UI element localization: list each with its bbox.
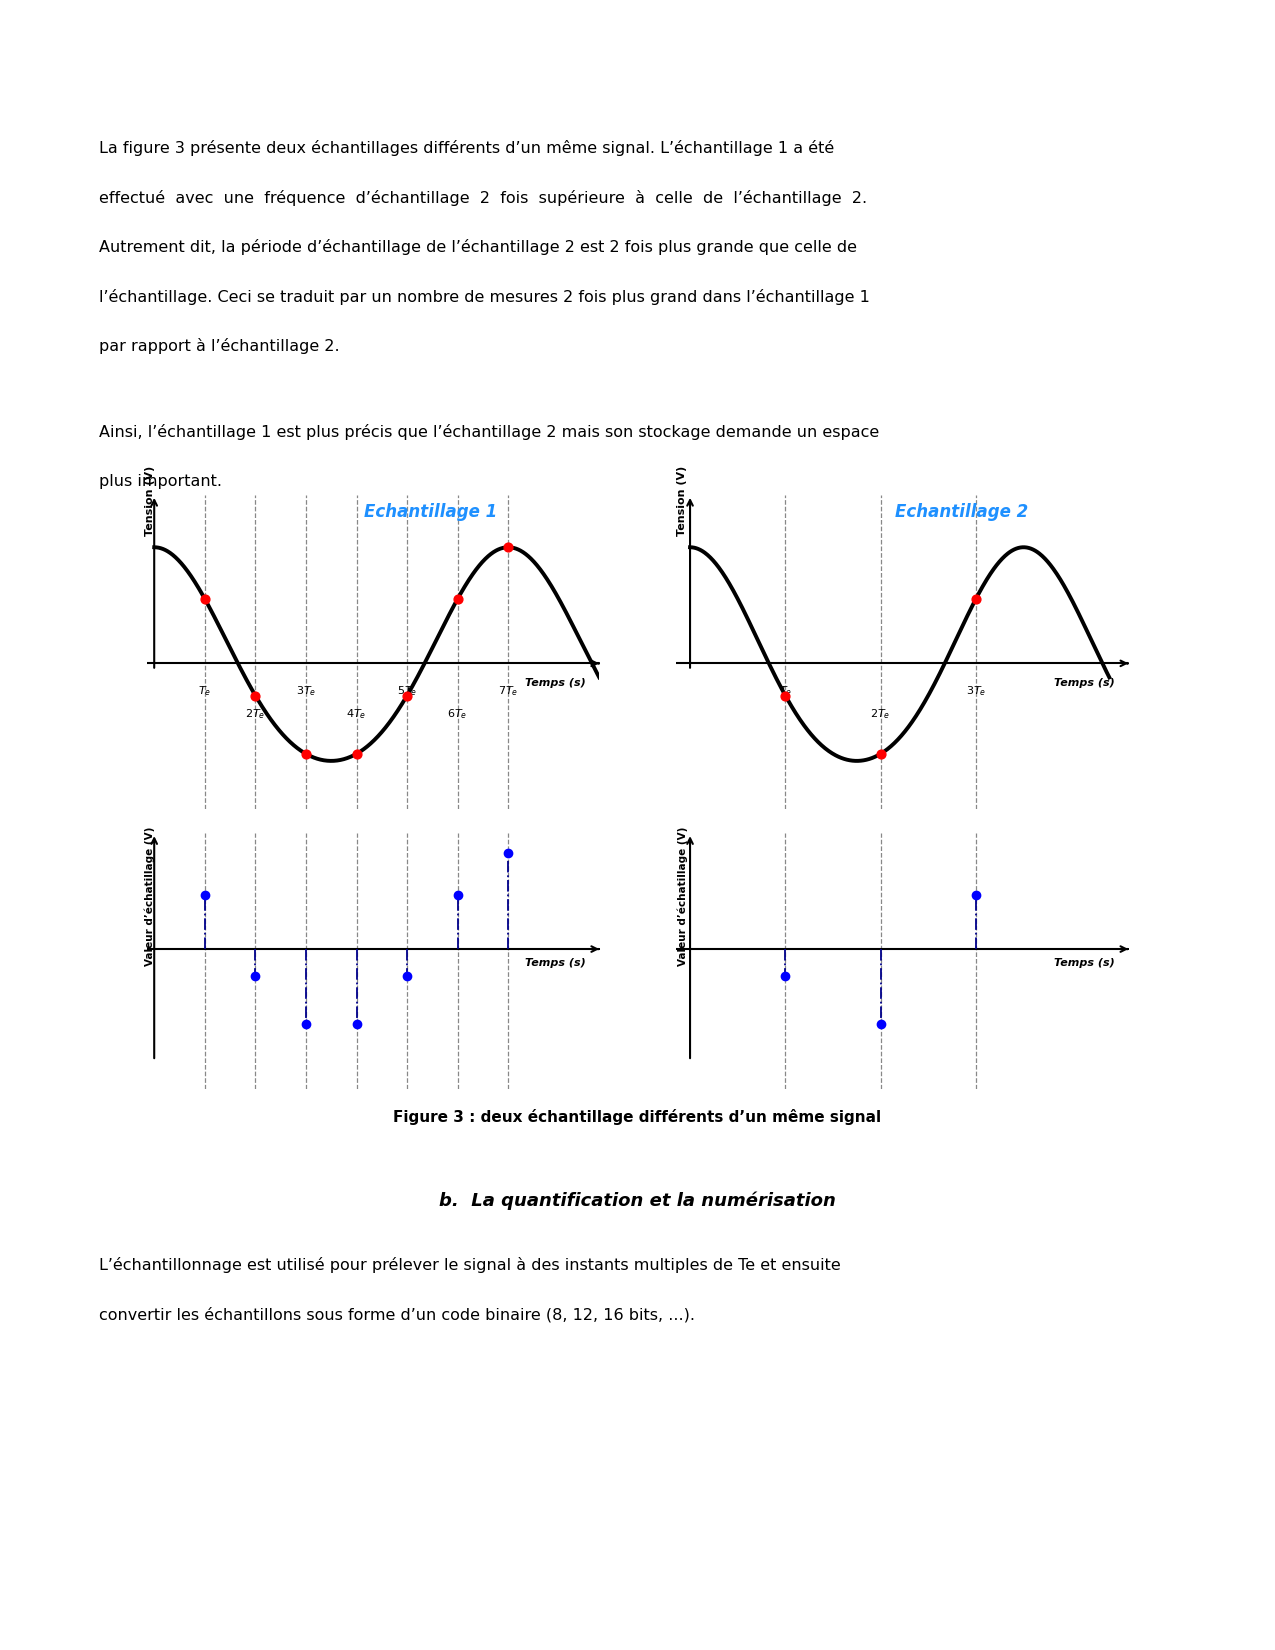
Point [871,741,891,767]
Text: Temps (s): Temps (s) [1054,957,1116,969]
Text: $7T_e$: $7T_e$ [499,685,519,698]
Text: Temps (s): Temps (s) [525,678,586,688]
Text: $2T_e$: $2T_e$ [245,708,265,721]
Text: Temps (s): Temps (s) [1054,678,1116,688]
Point [448,586,468,612]
Text: $3T_e$: $3T_e$ [296,685,316,698]
Point [965,586,986,612]
Text: $T_e$: $T_e$ [779,685,792,698]
Text: Ainsi, l’échantillage 1 est plus précis que l’échantillage 2 mais son stockage d: Ainsi, l’échantillage 1 est plus précis … [99,424,880,441]
Text: Temps (s): Temps (s) [525,957,586,969]
Text: effectué  avec  une  fréquence  d’échantillage  2  fois  supérieure  à  celle  d: effectué avec une fréquence d’échantilla… [99,190,867,206]
Text: b.  La quantification et la numérisation: b. La quantification et la numérisation [439,1191,836,1209]
Text: L’échantillonnage est utilisé pour prélever le signal à des instants multiples d: L’échantillonnage est utilisé pour préle… [99,1257,842,1274]
Text: $2T_e$: $2T_e$ [871,708,891,721]
Point [397,683,417,709]
Text: Tension (V): Tension (V) [145,465,156,536]
Text: Echantillage 1: Echantillage 1 [363,503,497,521]
Text: Autrement dit, la période d’échantillage de l’échantillage 2 est 2 fois plus gra: Autrement dit, la période d’échantillage… [99,239,858,256]
Point [499,535,519,561]
Text: Valeur d’échatillage (V): Valeur d’échatillage (V) [145,827,156,965]
Text: convertir les échantillons sous forme d’un code binaire (8, 12, 16 bits, ...).: convertir les échantillons sous forme d’… [99,1307,695,1322]
Text: Figure 3 : deux échantillage différents d’un même signal: Figure 3 : deux échantillage différents … [394,1109,881,1125]
Text: La figure 3 présente deux échantillages différents d’un même signal. L’échantill: La figure 3 présente deux échantillages … [99,140,835,157]
Text: Tension (V): Tension (V) [677,465,687,536]
Point [347,741,367,767]
Text: $3T_e$: $3T_e$ [965,685,986,698]
Text: Valeur d’échatillage (V): Valeur d’échatillage (V) [677,827,687,965]
Text: Echantillage 2: Echantillage 2 [895,503,1029,521]
Text: l’échantillage. Ceci se traduit par un nombre de mesures 2 fois plus grand dans : l’échantillage. Ceci se traduit par un n… [99,289,871,305]
Text: $T_e$: $T_e$ [198,685,212,698]
Text: $6T_e$: $6T_e$ [448,708,468,721]
Text: par rapport à l’échantillage 2.: par rapport à l’échantillage 2. [99,338,340,355]
Point [296,741,316,767]
Point [195,586,215,612]
Text: plus important.: plus important. [99,474,222,488]
Point [775,683,796,709]
Point [245,683,265,709]
Text: $5T_e$: $5T_e$ [397,685,417,698]
Text: $4T_e$: $4T_e$ [347,708,367,721]
